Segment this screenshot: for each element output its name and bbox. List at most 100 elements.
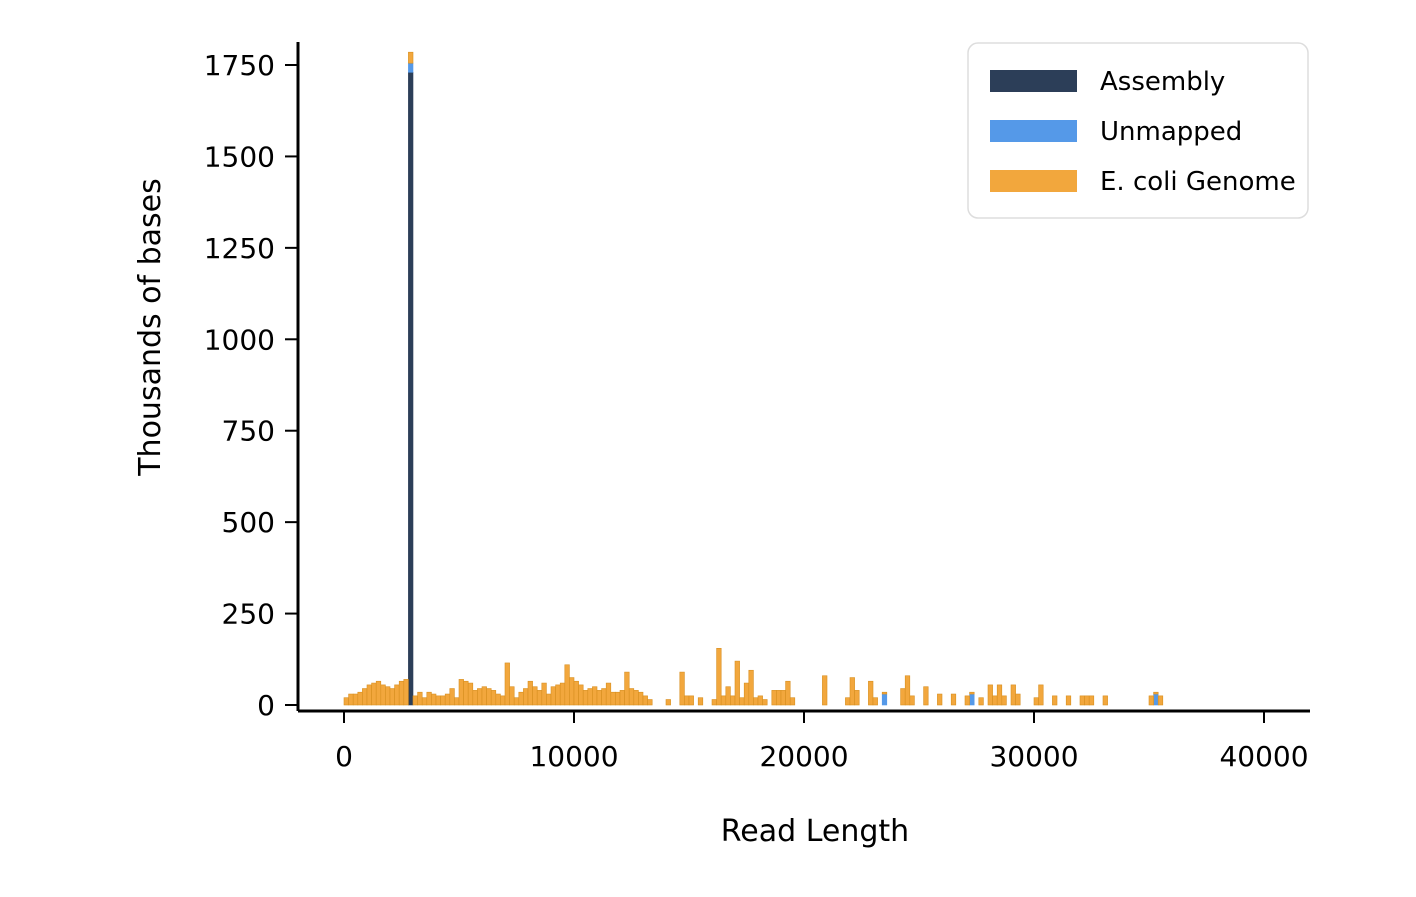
bar-e-coli-genome [523, 688, 529, 706]
bar-e-coli-genome [868, 680, 874, 706]
bar-e-coli-genome [472, 690, 478, 706]
bar-e-coli-genome [398, 680, 405, 706]
bar-e-coli-genome [343, 697, 349, 706]
bar-e-coli-genome [684, 695, 690, 706]
bar-e-coli-genome [776, 690, 782, 706]
bar-e-coli-genome [950, 693, 957, 706]
bar-e-coli-genome [615, 691, 621, 706]
bars-layer [343, 51, 1164, 706]
bar-e-coli-genome [881, 691, 888, 695]
bar-e-coli-genome [458, 679, 464, 706]
bar-e-coli-genome [596, 690, 602, 706]
bar-e-coli-genome [605, 682, 612, 706]
bar-e-coli-genome [463, 680, 469, 706]
bar-e-coli-genome [573, 680, 579, 706]
x-tick-label: 0 [335, 740, 353, 773]
bar-e-coli-genome [385, 686, 391, 706]
bar-e-coli-genome [1001, 695, 1007, 706]
bar-e-coli-genome [366, 684, 372, 706]
bar-e-coli-genome [969, 691, 975, 695]
y-tick-label: 750 [222, 415, 275, 448]
bar-e-coli-genome [592, 686, 598, 706]
bar-e-coli-genome [1084, 695, 1090, 706]
bar-e-coli-genome [421, 697, 428, 706]
bar-e-coli-genome [734, 660, 740, 706]
bar-e-coli-genome [587, 688, 593, 706]
y-tick-label: 1000 [204, 323, 275, 356]
bar-e-coli-genome [638, 691, 644, 706]
bar-e-coli-genome [978, 697, 984, 706]
bar-e-coli-genome [785, 680, 791, 706]
bar-e-coli-genome [467, 682, 474, 706]
bar-e-coli-genome [431, 693, 437, 706]
bar-e-coli-genome [541, 682, 547, 706]
bar-e-coli-genome [490, 690, 497, 706]
bar-e-coli-genome [495, 693, 501, 706]
bar-e-coli-genome [1079, 695, 1085, 706]
x-tick-label: 20000 [759, 740, 848, 773]
bar-e-coli-genome [748, 669, 754, 706]
bar-e-coli-genome [900, 688, 906, 706]
bar-e-coli-genome [375, 680, 382, 706]
bar-assembly [408, 72, 414, 706]
bar-e-coli-genome [559, 682, 566, 706]
bar-e-coli-genome [449, 688, 455, 706]
bar-e-coli-genome [555, 684, 561, 706]
bar-e-coli-genome [412, 695, 418, 706]
bar-e-coli-genome [1010, 684, 1016, 706]
bar-e-coli-genome [987, 684, 993, 706]
legend-label: Unmapped [1100, 117, 1242, 147]
y-tick-label: 1250 [204, 232, 275, 265]
y-tick-label: 0 [257, 689, 275, 722]
bar-e-coli-genome [435, 695, 441, 706]
bar-e-coli-genome [504, 662, 510, 706]
y-tick-label: 1500 [204, 140, 275, 173]
bar-e-coli-genome [601, 688, 607, 706]
bar-e-coli-genome [725, 686, 731, 706]
bar-e-coli-genome [536, 690, 543, 706]
bar-e-coli-genome [564, 664, 570, 706]
bar-e-coli-genome [822, 675, 828, 706]
bar-e-coli-genome [348, 693, 354, 706]
bar-e-coli-genome [762, 699, 768, 706]
bar-e-coli-genome [518, 691, 524, 706]
bar-e-coli-genome [389, 688, 395, 706]
bar-e-coli-genome [1153, 691, 1159, 695]
bar-e-coli-genome [569, 677, 575, 706]
bar-e-coli-genome [481, 686, 487, 706]
bar-e-coli-genome [1148, 695, 1154, 706]
y-tick-label: 250 [222, 598, 275, 631]
bar-e-coli-genome [757, 695, 763, 706]
bar-e-coli-genome [780, 690, 786, 706]
bar-e-coli-genome [720, 695, 727, 706]
bar-e-coli-genome [964, 695, 970, 706]
bar-e-coli-genome [477, 688, 483, 706]
bar-e-coli-genome [380, 684, 386, 706]
bar-unmapped [1153, 693, 1159, 706]
bar-e-coli-genome [753, 697, 759, 706]
bar-e-coli-genome [872, 697, 878, 706]
ticks-layer: 0 10000 20000 30000 40000 0 250 500 750 1000 1250 1… [204, 49, 1309, 773]
bar-e-coli-genome [1088, 695, 1095, 706]
bar-e-coli-genome [1157, 695, 1164, 706]
bar-e-coli-genome [454, 697, 460, 706]
bar-e-coli-genome [619, 690, 625, 706]
bar-e-coli-genome [1015, 693, 1021, 706]
legend-swatch [990, 120, 1077, 142]
bar-e-coli-genome [352, 693, 359, 706]
bar-e-coli-genome [996, 684, 1003, 706]
bar-e-coli-genome [1038, 684, 1044, 706]
bar-e-coli-genome [789, 697, 796, 706]
bar-e-coli-genome [743, 682, 750, 706]
bar-e-coli-genome [546, 693, 552, 706]
bar-e-coli-genome [578, 684, 584, 706]
bar-e-coli-genome [550, 686, 556, 706]
x-axis-title: Read Length [721, 814, 909, 849]
bar-e-coli-genome [500, 695, 506, 706]
bar-e-coli-genome [854, 690, 860, 706]
bar-e-coli-genome [845, 697, 851, 706]
bar-e-coli-genome [509, 686, 515, 706]
bar-e-coli-genome [992, 695, 998, 706]
